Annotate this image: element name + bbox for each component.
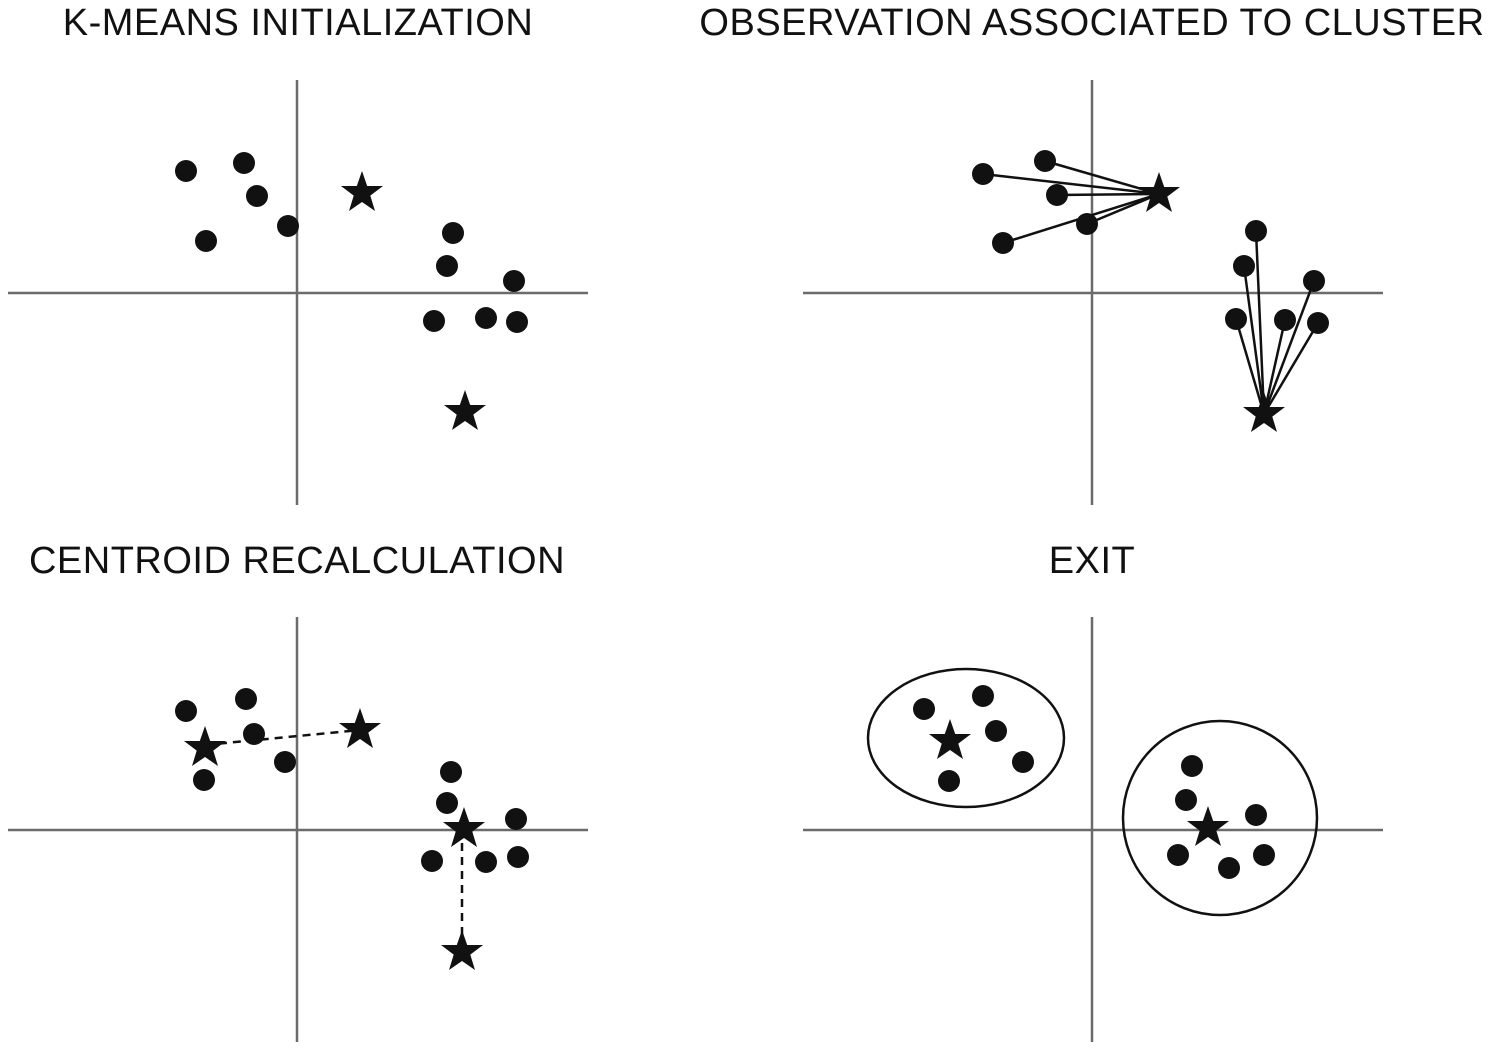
observation-point	[233, 152, 255, 174]
observation-point	[913, 698, 935, 720]
association-line	[1262, 280, 1316, 415]
observation-point	[992, 232, 1014, 254]
observation-point	[1307, 312, 1329, 334]
observation-point	[246, 185, 268, 207]
observation-point	[1218, 857, 1240, 879]
centroid-star-icon	[444, 390, 486, 430]
centroid-star-icon	[441, 930, 483, 970]
association-line	[1262, 319, 1287, 415]
observation-point	[507, 846, 529, 868]
observation-point	[1253, 844, 1275, 866]
observation-point	[1034, 150, 1056, 172]
observation-point	[436, 255, 458, 277]
observation-point	[442, 222, 464, 244]
observation-point	[195, 230, 217, 252]
observation-point	[421, 850, 443, 872]
association-line	[1086, 192, 1160, 226]
centroid-star-icon	[184, 726, 226, 766]
observation-point	[1225, 308, 1247, 330]
observation-point	[1167, 844, 1189, 866]
observation-point	[506, 311, 528, 333]
observation-point	[235, 688, 257, 710]
centroid-move-line	[204, 728, 361, 747]
observation-point	[475, 851, 497, 873]
cluster-boundary	[1121, 719, 1319, 917]
cluster-boundary	[866, 667, 1066, 809]
observation-point	[440, 761, 462, 783]
observation-point	[1233, 255, 1255, 277]
association-line	[1056, 192, 1160, 197]
panel-title-initialization: K-MEANS INITIALIZATION	[62, 2, 534, 44]
observation-point	[475, 307, 497, 329]
observation-point	[1012, 751, 1034, 773]
observation-point	[1046, 184, 1068, 206]
centroid-star-icon	[341, 171, 383, 211]
association-line	[982, 172, 1160, 196]
observation-point	[503, 270, 525, 292]
observation-point	[243, 723, 265, 745]
observation-point	[1274, 309, 1296, 331]
observation-point	[1245, 220, 1267, 242]
centroid-star-icon	[1243, 392, 1285, 432]
observation-point	[193, 769, 215, 791]
observation-point	[985, 720, 1007, 742]
observation-point	[1076, 213, 1098, 235]
association-line	[1262, 322, 1320, 415]
observation-point	[938, 770, 960, 792]
association-line	[1234, 318, 1266, 415]
observation-point	[175, 700, 197, 722]
panel-title-recalculation: CENTROID RECALCULATION	[28, 540, 566, 582]
association-line	[1242, 265, 1266, 415]
observation-point	[1303, 270, 1325, 292]
observation-point	[277, 215, 299, 237]
observation-point	[505, 808, 527, 830]
association-line	[1254, 230, 1266, 415]
panel-title-exit: EXIT	[1048, 540, 1136, 582]
centroid-star-icon	[929, 719, 971, 759]
observation-point	[972, 685, 994, 707]
observation-point	[274, 751, 296, 773]
observation-point	[1181, 755, 1203, 777]
centroid-star-icon	[1187, 806, 1229, 846]
observation-point	[175, 160, 197, 182]
panel-title-association: OBSERVATION ASSOCIATED TO CLUSTER	[699, 2, 1485, 44]
observation-point	[1175, 789, 1197, 811]
observation-point	[972, 163, 994, 185]
observation-point	[1245, 804, 1267, 826]
observation-point	[423, 310, 445, 332]
observation-point	[436, 792, 458, 814]
centroid-star-icon	[339, 708, 381, 748]
